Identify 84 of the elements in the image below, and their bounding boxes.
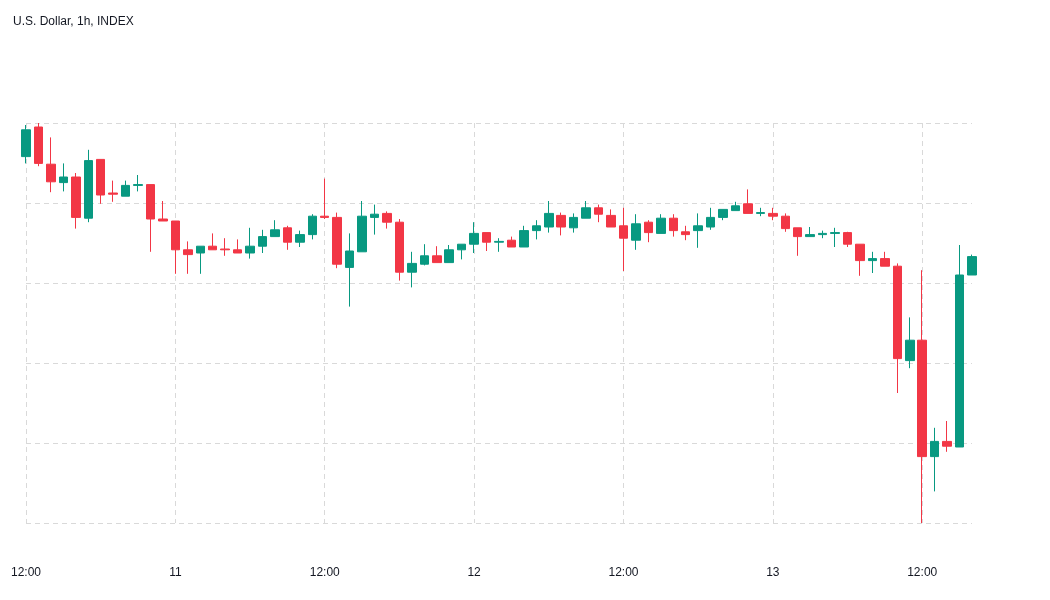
candlestick — [594, 204, 603, 223]
candlestick — [71, 172, 81, 230]
candlestick — [432, 245, 442, 264]
candlestick — [619, 207, 628, 272]
candlestick — [930, 427, 939, 492]
candlestick — [370, 204, 379, 236]
candlestick — [693, 212, 703, 249]
candlestick — [382, 210, 392, 230]
candlestick — [146, 184, 155, 253]
candlestick — [357, 200, 367, 253]
x-tick-label: 12:00 — [608, 565, 639, 579]
candlestick — [171, 220, 180, 275]
candlestick — [756, 207, 765, 217]
candlestick — [656, 213, 666, 234]
candlestick — [942, 420, 952, 453]
candlestick — [532, 219, 541, 240]
candlestick — [158, 200, 168, 222]
candlestick — [258, 229, 267, 254]
candlestick — [84, 149, 93, 223]
candlestick — [420, 243, 429, 266]
candlestick — [96, 158, 105, 205]
candlestick — [868, 251, 877, 274]
candlestick — [395, 218, 404, 282]
candlestick — [308, 213, 317, 240]
x-tick-label: 11 — [169, 565, 182, 579]
candlestick — [208, 232, 217, 251]
candlestick — [955, 244, 964, 448]
candlestick — [905, 316, 915, 369]
candlestick — [731, 201, 740, 212]
x-tick-label: 12:00 — [309, 565, 341, 579]
candlestick — [46, 136, 56, 193]
candlestick — [781, 212, 790, 233]
candlestick — [544, 200, 554, 234]
candlestick — [855, 243, 865, 277]
candlestick — [519, 225, 529, 248]
candlestick — [270, 219, 280, 238]
x-tick-label: 12:00 — [907, 565, 938, 579]
candlestick — [469, 221, 479, 254]
candlestick — [768, 207, 778, 221]
candlestick — [581, 200, 591, 219]
candlestick — [196, 245, 205, 275]
candlestick — [183, 240, 193, 275]
candlestick — [482, 232, 491, 252]
candlestick — [233, 238, 242, 254]
candlestick — [556, 212, 566, 236]
candlestick — [21, 124, 31, 164]
candlestick — [245, 227, 255, 260]
candlestick — [606, 208, 616, 228]
candlestick — [569, 212, 578, 234]
candlestick — [805, 226, 815, 238]
candlestick — [108, 180, 118, 203]
candlestick — [332, 212, 342, 269]
candlestick — [345, 232, 354, 308]
candlestick — [830, 227, 840, 248]
candlestick — [494, 237, 504, 253]
candlestick — [283, 225, 292, 251]
candlestick — [507, 236, 516, 248]
candlestick — [444, 244, 454, 264]
candlestick — [34, 122, 43, 167]
candlestick — [295, 230, 305, 248]
candlestick — [133, 174, 143, 192]
candlestick — [669, 213, 678, 238]
candlestick — [967, 254, 977, 276]
candlestick — [843, 231, 852, 248]
candlestick — [121, 180, 130, 197]
candlestick — [818, 230, 827, 239]
candlestick — [880, 251, 890, 267]
candlestick — [457, 243, 466, 260]
candlestick — [706, 207, 715, 231]
candlestick — [793, 227, 802, 257]
candlestick — [644, 219, 653, 243]
candlestick — [743, 188, 753, 214]
x-tick-label: 13 — [766, 565, 780, 579]
candlestick — [631, 213, 641, 251]
candlestick — [220, 237, 230, 257]
candlestick — [59, 162, 68, 192]
candlestick — [407, 251, 417, 288]
candlestick — [681, 225, 690, 241]
x-tick-label: 12:00 — [11, 565, 42, 579]
candlestick — [320, 178, 329, 220]
x-tick-label: 12 — [467, 565, 482, 579]
chart-title: U.S. Dollar, 1h, INDEX — [13, 14, 134, 28]
candlestick — [718, 208, 728, 221]
candlestick — [893, 262, 902, 394]
